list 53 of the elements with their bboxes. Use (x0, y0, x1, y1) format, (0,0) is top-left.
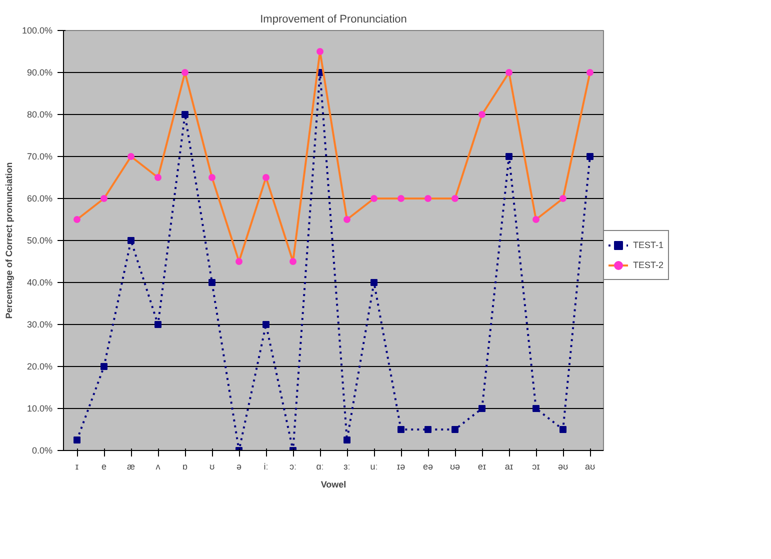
chart-title: Improvement of Pronunciation (260, 14, 407, 26)
point (560, 426, 566, 433)
legend-label: TEST-2 (633, 260, 664, 270)
y-tick-label: 70.0% (26, 152, 53, 162)
x-tick-label: ɒ (182, 462, 188, 472)
x-tick-label: ɪə (396, 462, 406, 472)
x-tick-label: ɔɪ (532, 462, 540, 472)
x-tick-label: e (101, 462, 107, 472)
point (586, 153, 594, 160)
x-tick-label: aɪ (504, 462, 514, 472)
x-tick-label: uː (370, 462, 378, 472)
point (74, 436, 80, 444)
y-tick-label: 50.0% (26, 236, 53, 246)
point (262, 321, 270, 328)
y-tick-label: 80.0% (26, 110, 53, 120)
x-tick-label: ɔː (290, 462, 297, 472)
point (100, 363, 108, 370)
y-tick-label: 40.0% (26, 278, 53, 288)
x-tick-label: ʌ (156, 462, 161, 472)
x-tick-label: ɜː (344, 462, 350, 472)
x-tick-label: ʊ (209, 462, 215, 472)
point (452, 426, 458, 433)
point (506, 153, 512, 160)
point (344, 436, 350, 444)
x-tick-label: eɪ (478, 462, 486, 472)
point (182, 111, 188, 118)
x-axis-title: Vowel (320, 480, 346, 490)
y-tick-label: 100.0% (22, 26, 53, 36)
point (370, 279, 378, 286)
x-tick-label: iː (264, 462, 268, 472)
point (398, 426, 404, 433)
point (128, 237, 134, 244)
legend-label: TEST-1 (633, 240, 664, 250)
x-tick-label: ə (236, 462, 242, 472)
y-tick-label: 20.0% (26, 362, 53, 372)
x-tick-label: æ (127, 462, 136, 472)
x-tick-label: ɪ (75, 462, 79, 472)
x-tick-label: aʊ (584, 462, 596, 472)
y-tick-label: 0.0% (32, 446, 52, 456)
point (424, 426, 432, 433)
y-axis-title: Percentage of Correct pronunciation (4, 162, 14, 319)
point (208, 279, 216, 286)
point (478, 405, 486, 412)
point (154, 321, 162, 328)
x-tick-label: əʊ (558, 462, 568, 472)
x-tick-label: ɑː (316, 462, 324, 472)
x-tick-label: eə (422, 462, 434, 472)
y-tick-label: 10.0% (26, 404, 53, 414)
x-tick-label: ʊə (450, 462, 460, 472)
point (532, 405, 540, 412)
y-tick-label: 60.0% (26, 194, 53, 204)
y-tick-label: 90.0% (26, 68, 53, 78)
y-tick-label: 30.0% (26, 320, 53, 330)
